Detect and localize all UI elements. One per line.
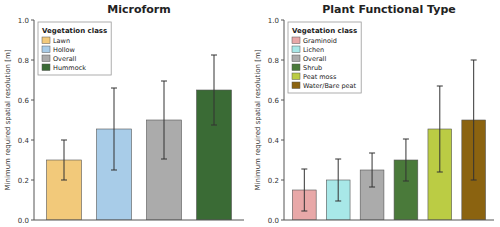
error-line xyxy=(338,159,339,201)
legend-title: Vegetation class xyxy=(42,27,107,35)
y-tick-label: 1.0 xyxy=(268,17,279,25)
y-tick-label: 0.2 xyxy=(268,177,279,185)
legend-swatch xyxy=(42,55,50,62)
error-cap xyxy=(471,60,477,61)
error-line xyxy=(114,88,115,170)
y-tick-label: 0.0 xyxy=(268,217,279,225)
y-tick-label: 0.8 xyxy=(268,57,279,65)
legend-label: Hollow xyxy=(53,46,75,54)
error-cap xyxy=(161,81,167,82)
y-axis-line xyxy=(284,20,285,220)
legend-swatch xyxy=(42,37,50,44)
error-cap xyxy=(403,139,409,140)
error-cap xyxy=(301,211,307,212)
y-tick-label: 0.6 xyxy=(18,97,30,105)
error-line xyxy=(405,139,406,181)
error-bar xyxy=(437,86,443,172)
y-tick-label: 0.0 xyxy=(18,217,29,225)
panel: Microform Minimum required spatial resolu… xyxy=(4,3,244,225)
error-cap xyxy=(369,153,375,154)
legend-swatch xyxy=(292,73,300,80)
legend-label: Hummock xyxy=(53,64,86,72)
legend-frame xyxy=(288,22,361,93)
x-axis-line xyxy=(34,220,244,221)
error-line xyxy=(64,140,65,180)
y-axis-line xyxy=(34,20,35,220)
error-cap xyxy=(161,159,167,160)
legend: Vegetation class GraminoidLichenOverallSh… xyxy=(288,22,361,93)
plot-area xyxy=(47,55,232,220)
legend-label: Overall xyxy=(303,55,326,63)
error-bar xyxy=(161,81,167,159)
legend: Vegetation class LawnHollowOverallHummock xyxy=(38,22,111,75)
y-tick-label: 0.2 xyxy=(18,177,29,185)
legend-swatch xyxy=(292,46,300,53)
error-cap xyxy=(211,55,217,56)
y-axis-label: Minimum required spatial resolution [m] xyxy=(4,49,12,190)
error-bar xyxy=(369,153,375,187)
legend-label: Lichen xyxy=(303,46,324,54)
y-axis-label: Minimum required spatial resolution [m] xyxy=(254,49,262,190)
legend-title: Vegetation class xyxy=(292,27,357,35)
error-bar xyxy=(211,55,217,125)
error-cap xyxy=(111,88,117,89)
error-cap xyxy=(437,86,443,87)
legend-label: Shrub xyxy=(303,64,322,72)
y-tick-label: 0.6 xyxy=(268,97,280,105)
error-bar xyxy=(61,140,67,180)
y-tick-label: 1.0 xyxy=(18,17,29,25)
error-line xyxy=(372,153,373,187)
plot-area xyxy=(292,60,485,220)
legend-label: Overall xyxy=(53,55,76,63)
error-cap xyxy=(369,187,375,188)
error-cap xyxy=(403,181,409,182)
background xyxy=(0,0,500,227)
error-cap xyxy=(61,140,67,141)
legend-swatch xyxy=(292,64,300,71)
error-bar xyxy=(335,159,341,201)
legend-label: Peat moss xyxy=(303,73,337,81)
y-tick-label: 0.4 xyxy=(18,137,30,145)
error-cap xyxy=(111,170,117,171)
error-cap xyxy=(437,172,443,173)
legend-swatch xyxy=(42,46,50,53)
y-tick-label: 0.4 xyxy=(268,137,280,145)
error-bar xyxy=(301,169,307,211)
chart-root: Microform Minimum required spatial resolu… xyxy=(0,0,500,227)
legend-swatch xyxy=(292,82,300,89)
legend-label: Graminoid xyxy=(303,37,337,45)
error-cap xyxy=(335,159,341,160)
error-bar xyxy=(403,139,409,181)
legend-swatch xyxy=(292,55,300,62)
error-bar xyxy=(111,88,117,170)
error-line xyxy=(439,86,440,172)
legend-label: Lawn xyxy=(53,37,70,45)
x-axis-line xyxy=(284,220,494,221)
error-cap xyxy=(335,201,341,202)
panel: Plant Functional Type Minimum required sp… xyxy=(254,3,494,225)
error-cap xyxy=(211,125,217,126)
error-cap xyxy=(301,169,307,170)
error-line xyxy=(304,169,305,211)
y-tick-label: 0.8 xyxy=(18,57,29,65)
error-line xyxy=(214,55,215,125)
legend-frame xyxy=(38,22,111,75)
legend-swatch xyxy=(42,64,50,71)
chart-title: Microform xyxy=(107,3,170,16)
legend-label: Water/Bare peat xyxy=(303,82,357,90)
legend-swatch xyxy=(292,37,300,44)
error-cap xyxy=(61,180,67,181)
chart-title: Plant Functional Type xyxy=(322,3,455,16)
error-cap xyxy=(471,180,477,181)
error-line xyxy=(473,60,474,180)
error-bar xyxy=(471,60,477,180)
error-line xyxy=(164,81,165,159)
